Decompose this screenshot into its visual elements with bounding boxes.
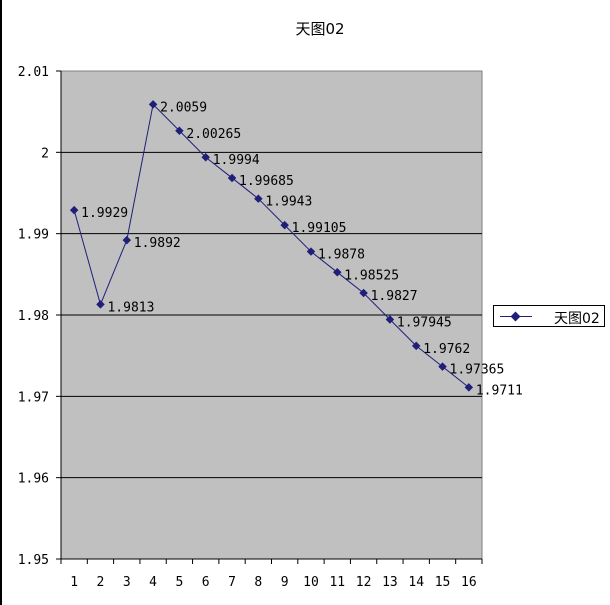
- y-tick-label: 1.98: [18, 309, 49, 324]
- x-tick-label: 16: [461, 575, 477, 590]
- window-edge: [0, 0, 2, 605]
- data-point: [280, 220, 289, 230]
- x-tick-label: 11: [329, 575, 345, 590]
- data-label: 1.9813: [107, 300, 154, 315]
- data-point: [148, 100, 158, 109]
- data-point: [227, 173, 237, 183]
- x-tick-label: 10: [303, 575, 319, 590]
- x-tick-label: 13: [382, 575, 398, 590]
- data-point: [385, 315, 395, 324]
- data-point: [333, 268, 342, 277]
- data-point: [201, 152, 210, 162]
- x-tick-label: 9: [281, 575, 289, 590]
- data-point: [411, 341, 421, 351]
- data-point: [122, 235, 132, 245]
- data-point: [254, 194, 263, 203]
- chart-title: 天图02: [295, 20, 345, 38]
- y-tick-label: 1.95: [18, 553, 49, 568]
- x-tick-label: 12: [356, 575, 372, 590]
- data-point: [359, 288, 368, 298]
- y-tick-label: 1.96: [18, 472, 49, 487]
- series-line: [73, 103, 470, 388]
- x-tick-label: 1: [70, 575, 78, 590]
- data-label: 1.9827: [371, 289, 418, 304]
- y-tick-label: 2: [41, 146, 49, 161]
- data-label: 1.97945: [397, 315, 452, 330]
- data-point: [69, 205, 79, 215]
- data-label: 1.99105: [292, 221, 347, 236]
- y-tick-label: 1.97: [18, 390, 49, 405]
- data-point: [464, 383, 474, 392]
- data-label: 1.99685: [239, 174, 294, 189]
- x-tick-label: 5: [175, 575, 183, 590]
- x-tick-label: 4: [149, 575, 157, 590]
- x-tick-label: 6: [202, 575, 210, 590]
- legend: 天图02: [493, 305, 605, 327]
- legend-marker-icon: [510, 311, 521, 322]
- data-label: 1.9762: [423, 342, 470, 357]
- data-label: 1.9878: [318, 248, 365, 263]
- y-tick-label: 1.99: [18, 228, 49, 243]
- data-label: 1.9994: [213, 153, 260, 168]
- data-label: 1.9943: [265, 195, 312, 210]
- x-tick-label: 3: [123, 575, 131, 590]
- data-label: 1.98525: [344, 268, 399, 283]
- x-tick-label: 2: [97, 575, 105, 590]
- data-label: 2.00265: [186, 127, 241, 142]
- data-point: [438, 362, 447, 371]
- data-label: 1.97365: [450, 363, 505, 378]
- data-point: [96, 300, 105, 309]
- data-point: [306, 247, 316, 256]
- data-point: [175, 126, 184, 136]
- data-label: 2.0059: [160, 100, 207, 115]
- data-label: 1.9711: [476, 383, 523, 398]
- data-label: 1.9929: [81, 206, 128, 221]
- legend-label: 天图02: [554, 311, 600, 327]
- x-tick-label: 14: [408, 575, 424, 590]
- data-label: 1.9892: [134, 236, 181, 251]
- x-tick-label: 7: [228, 575, 236, 590]
- x-tick-label: 8: [254, 575, 262, 590]
- y-tick-label: 2.01: [18, 65, 49, 80]
- x-tick-label: 15: [435, 575, 451, 590]
